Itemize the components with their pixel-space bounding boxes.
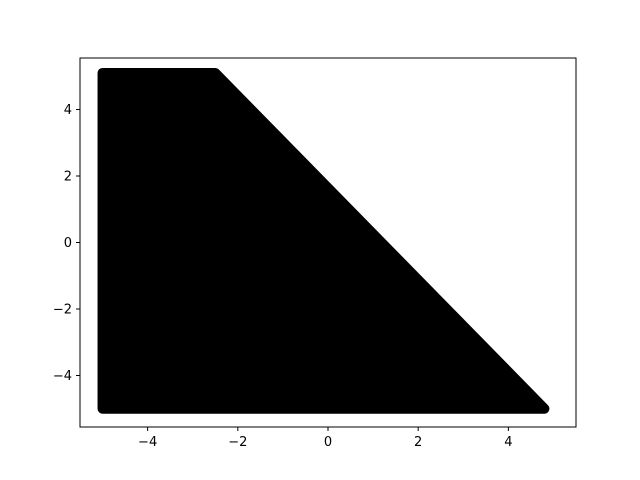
x-tick-label: −2 [228,435,247,450]
y-axis: −4 −2 0 2 4 [53,103,80,384]
y-tick-label: 4 [64,103,72,118]
x-tick-label: 2 [414,435,422,450]
y-tick-label: 2 [64,170,72,185]
x-tick-label: 4 [504,435,512,450]
scatter-region-0 [97,67,550,414]
y-tick-label: −4 [53,369,72,384]
x-tick-label: 0 [324,435,332,450]
plot-area [97,67,550,414]
x-axis: −4 −2 0 2 4 [138,427,513,450]
x-tick-label: −4 [138,435,157,450]
y-tick-label: 0 [64,236,72,251]
y-tick-label: −2 [53,302,72,317]
